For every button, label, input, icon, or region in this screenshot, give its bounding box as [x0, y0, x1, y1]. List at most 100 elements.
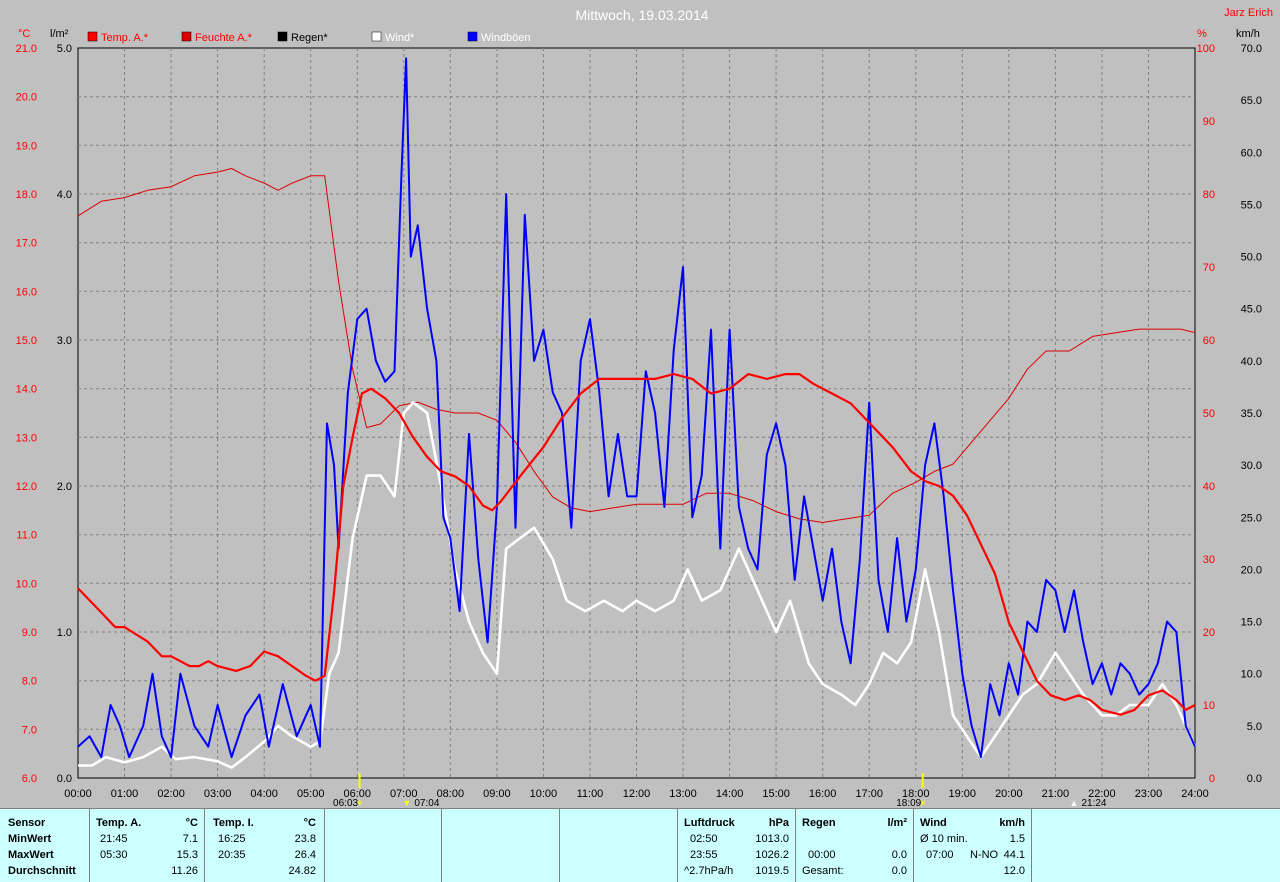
wind-tick-label: 65.0 — [1241, 95, 1262, 107]
wind-column: Wind km/h Ø 10 min. 1.5 07:00 N-NO 44.1 … — [914, 809, 1032, 882]
rain-unit-table: l/m² — [887, 817, 907, 829]
sunrise-icon: ☀ — [356, 798, 364, 808]
wind-tick-label: 45.0 — [1241, 304, 1262, 316]
temp-tick-label: 7.0 — [22, 724, 37, 736]
legend-label: Regen* — [291, 32, 328, 44]
wind-avg-label: Ø 10 min. — [920, 833, 968, 845]
wind-tick-label: 30.0 — [1241, 460, 1262, 472]
row-label-max: MaxWert — [8, 849, 54, 861]
humidity-tick-label: 90 — [1203, 116, 1215, 128]
temp-tick-label: 19.0 — [16, 140, 37, 152]
wind-tick-label: 60.0 — [1241, 147, 1262, 159]
humidity-tick-label: 10 — [1203, 700, 1215, 712]
time-tick-label: 10:00 — [530, 788, 558, 800]
sensor-header: Sensor — [8, 817, 46, 829]
temp-tick-label: 20.0 — [16, 92, 37, 104]
temp-i-max-time: 20:35 — [218, 849, 246, 861]
axis-labels: 6.0 7.0 8.0 9.0 10.0 11.0 12.0 13.0 14.0 15.0 16.0… — [16, 43, 1262, 800]
temp-a-header: Temp. A. — [96, 817, 142, 829]
wind-tick-label: 55.0 — [1241, 199, 1262, 211]
temp-tick-label: 16.0 — [16, 286, 37, 298]
wind-tick-label: 20.0 — [1241, 564, 1262, 576]
wind-header: Wind — [920, 817, 947, 829]
row-label-min: MinWert — [8, 833, 52, 845]
rain-column: Regen l/m² 00:00 0.0 Gesamt: 0.0 — [796, 809, 914, 882]
pressure-max-time: 23:55 — [690, 849, 718, 861]
pressure-column: Luftdruck hPa 02:50 1013.0 23:55 1026.2 … — [678, 809, 796, 882]
temp-tick-label: 15.0 — [16, 335, 37, 347]
series-line-0 — [77, 373, 1196, 716]
sunrise-time: 06:03 — [333, 798, 358, 808]
pressure-header: Luftdruck — [684, 817, 735, 829]
chart-title: Mittwoch, 19.03.2014 — [575, 7, 708, 23]
temp-tick-label: 14.0 — [16, 384, 37, 396]
time-tick-label: 08:00 — [437, 788, 465, 800]
temp-tick-label: 21.0 — [16, 43, 37, 55]
wind-day-avg: 12.0 — [1003, 865, 1025, 877]
wind-unit-table: km/h — [999, 817, 1025, 829]
rain-max-val: 0.0 — [891, 849, 907, 861]
time-tick-label: 00:00 — [64, 788, 92, 800]
temp-tick-label: 18.0 — [16, 189, 37, 201]
time-tick-label: 20:00 — [995, 788, 1023, 800]
sun-moon-markers: ☀06:03 ▼ 07:04 ☀18:09 ▲ 21:24 — [333, 773, 1107, 808]
sunset-time: 18:09 — [896, 798, 921, 808]
time-tick-label: 23:00 — [1135, 788, 1163, 800]
row-label-avg: Durchschnitt — [8, 865, 76, 877]
rain-total: 0.0 — [891, 865, 907, 877]
humidity-tick-label: 30 — [1203, 554, 1215, 566]
pressure-min-val: 1013.0 — [755, 833, 789, 845]
temp-tick-label: 8.0 — [22, 676, 37, 688]
time-tick-label: 11:00 — [577, 788, 604, 800]
series-line-3 — [78, 401, 1197, 769]
humidity-tick-label: 60 — [1203, 335, 1215, 347]
wind-tick-label: 40.0 — [1241, 356, 1262, 368]
humidity-tick-label: 100 — [1197, 43, 1215, 55]
wind-tick-label: 50.0 — [1241, 252, 1262, 264]
humidity-tick-label: 20 — [1203, 627, 1215, 639]
temp-tick-label: 12.0 — [16, 481, 37, 493]
wind-tick-label: 10.0 — [1241, 669, 1262, 681]
temp-a-avg: 11.26 — [171, 865, 198, 877]
pressure-max-val: 1026.2 — [755, 849, 789, 861]
temp-a-min-time: 21:45 — [100, 833, 128, 845]
time-tick-label: 19:00 — [949, 788, 977, 800]
temp-a-column: Temp. A. °C 21:45 7.1 05:30 15.3 11.26 — [90, 809, 205, 882]
weather-chart: Mittwoch, 19.03.2014 Jarz Erich °C l/m² … — [16, 7, 1273, 808]
rain-header: Regen — [802, 817, 836, 829]
temp-i-avg: 24.82 — [288, 865, 316, 877]
rain-tick-label: 3.0 — [57, 335, 72, 347]
empty-column-3 — [560, 809, 678, 882]
time-tick-label: 01:00 — [111, 788, 139, 800]
series-group — [77, 57, 1197, 769]
wind-tick-label: 70.0 — [1241, 43, 1262, 55]
humidity-tick-label: 40 — [1203, 481, 1215, 493]
series-line-1 — [77, 168, 1196, 523]
humidity-tick-label: 50 — [1203, 408, 1215, 420]
legend-swatch — [181, 31, 192, 42]
rain-tick-label: 2.0 — [57, 481, 72, 493]
wind-tick-label: 25.0 — [1241, 512, 1262, 524]
temp-i-unit: °C — [303, 817, 316, 829]
wind-tick-label: 0.0 — [1247, 773, 1262, 785]
legend-swatch — [371, 31, 382, 42]
time-tick-label: 09:00 — [483, 788, 511, 800]
wind-avg-val: 1.5 — [1009, 833, 1025, 845]
temp-tick-label: 9.0 — [22, 627, 37, 639]
time-tick-label: 04:00 — [250, 788, 278, 800]
temp-tick-label: 11.0 — [16, 530, 37, 542]
rain-unit: l/m² — [50, 28, 69, 40]
temp-i-header: Temp. I. — [213, 817, 254, 829]
legend-label: Temp. A.* — [101, 32, 149, 44]
time-tick-label: 06:00 — [343, 788, 371, 800]
legend-swatch — [467, 31, 478, 42]
temp-i-column: Temp. I. °C 16:25 23.8 20:35 26.4 24.82 — [205, 809, 325, 882]
humidity-tick-label: 80 — [1203, 189, 1215, 201]
legend-label: Feuchte A.* — [195, 32, 253, 44]
moonset-icon: ▲ — [1070, 798, 1079, 808]
temp-tick-label: 6.0 — [22, 773, 37, 785]
time-tick-label: 16:00 — [809, 788, 837, 800]
time-tick-label: 18:00 — [902, 788, 930, 800]
rain-total-label: Gesamt: — [802, 865, 844, 877]
legend-swatch — [87, 31, 98, 42]
